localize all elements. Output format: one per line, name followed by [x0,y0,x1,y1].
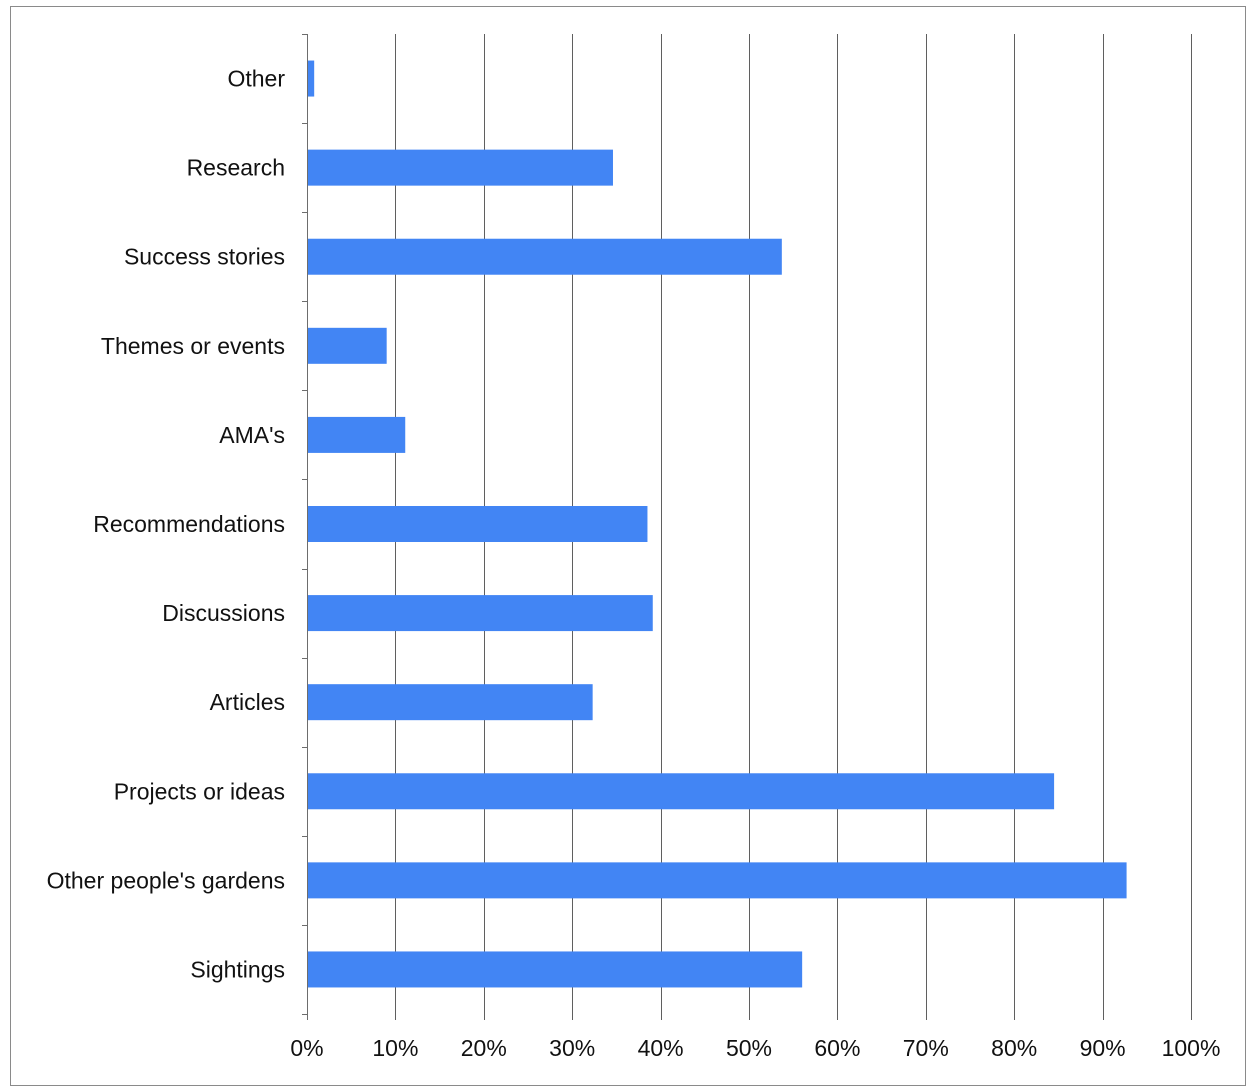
bar-1 [308,149,613,186]
category-label: Research [187,155,285,181]
x-tick-label: 50% [726,1035,772,1061]
bars [308,60,1127,988]
bar-3 [308,327,387,364]
category-labels: Other Research Success stories Themes or ev… [47,66,286,983]
category-label: Projects or ideas [114,778,285,804]
chart-frame [10,6,1246,1086]
grid-lines [395,34,1192,1020]
bar-7 [308,684,593,721]
x-tick-label: 90% [1080,1035,1126,1061]
x-tick-label: 60% [814,1035,860,1061]
category-label: Recommendations [93,511,285,537]
x-tick-label: 40% [638,1035,684,1061]
bar-4 [308,416,406,453]
category-label: Themes or events [101,333,285,359]
x-tick-label: 80% [991,1035,1037,1061]
category-label: Sightings [190,956,285,982]
bar-9 [308,862,1127,899]
axes [302,34,308,1020]
bar-0 [308,60,315,97]
category-label: Success stories [124,244,285,270]
category-label: Other [227,66,285,92]
x-tick-label: 10% [372,1035,418,1061]
x-tick-label: 100% [1162,1035,1221,1061]
x-tick-labels: 0% 10% 20% 30% 40% 50% 60% 70% 80% 90% 100% [290,1035,1220,1061]
x-tick-label: 30% [549,1035,595,1061]
bar-6 [308,595,653,632]
category-label: Discussions [162,600,285,626]
category-label: Articles [210,689,285,715]
x-tick-label: 0% [290,1035,323,1061]
bar-5 [308,506,648,542]
bar-8 [308,773,1055,810]
category-label: AMA's [219,422,285,448]
category-label: Other people's gardens [47,867,285,893]
bar-10 [308,951,803,988]
x-tick-label: 20% [461,1035,507,1061]
x-tick-label: 70% [903,1035,949,1061]
bar-2 [308,238,782,275]
